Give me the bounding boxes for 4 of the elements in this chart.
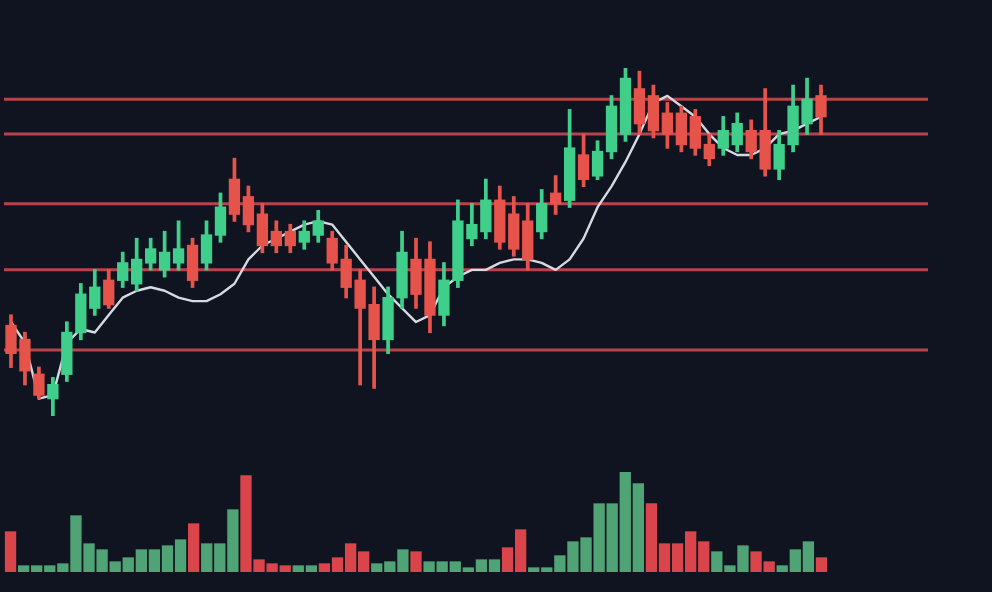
bar — [187, 523, 200, 572]
bar — [410, 551, 422, 572]
bar — [815, 557, 828, 572]
bar — [4, 531, 17, 572]
